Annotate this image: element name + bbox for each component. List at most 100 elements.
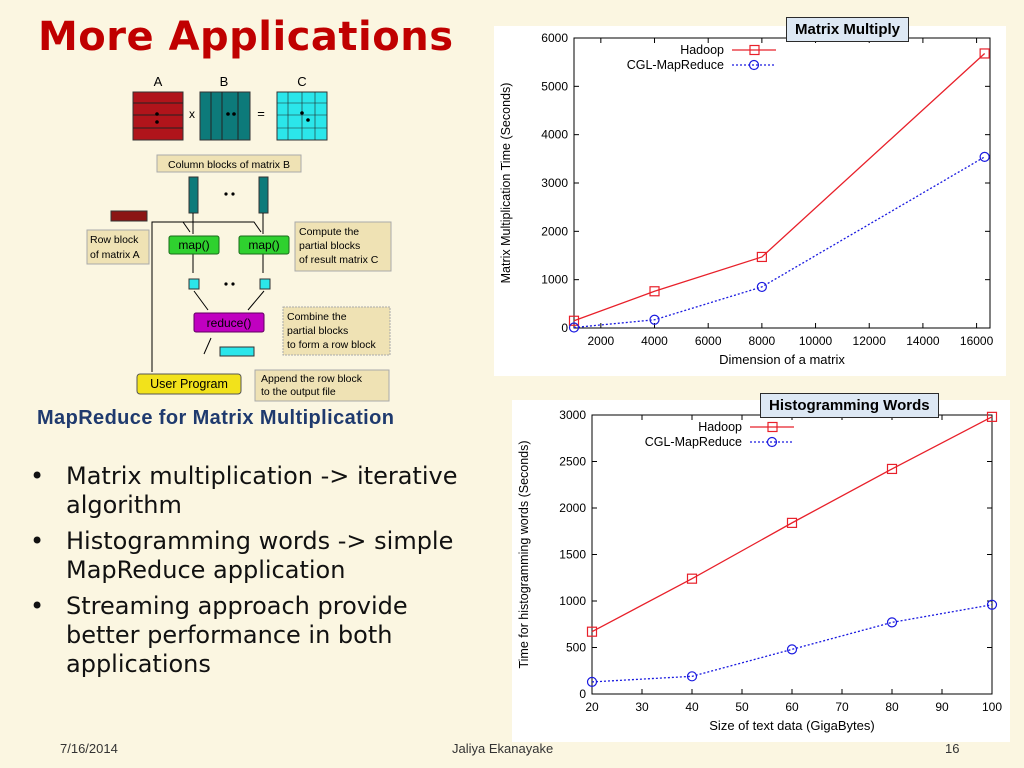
x-axis-label: Size of text data (GigaBytes)	[709, 718, 874, 733]
matrix-a	[132, 91, 184, 141]
x-tick-label: 20	[585, 700, 599, 714]
legend-marker	[767, 421, 778, 433]
series-line-cgl-mapreduce	[591, 604, 993, 683]
matrix-a-label: A	[154, 74, 163, 89]
x-tick-label: 30	[635, 700, 649, 714]
append-line-1: Append the row block	[261, 373, 363, 385]
bullet-item: • Matrix multiplication -> iterative algo…	[28, 462, 478, 520]
column-block-1	[188, 176, 199, 214]
y-tick-label: 2000	[541, 224, 568, 238]
y-tick-label: 6000	[541, 31, 568, 45]
bullet-item: • Streaming approach provide better perfo…	[28, 592, 478, 679]
matrix-b-label: B	[220, 74, 229, 89]
cgl-mapreduce-point	[986, 599, 998, 610]
row-block	[110, 210, 148, 222]
matrix-c-label: C	[297, 74, 306, 89]
matrix-b	[199, 91, 251, 141]
cgl-mapreduce-point	[979, 151, 990, 162]
combine-note	[282, 306, 391, 356]
map-box-1	[168, 235, 220, 255]
diagram-connectors	[151, 213, 265, 372]
column-block-2	[258, 176, 269, 214]
histogramming-badge: Histogramming Words	[760, 393, 939, 418]
plot-frame	[591, 414, 993, 695]
y-tick-label: 1000	[541, 273, 568, 287]
legend-label: CGL-MapReduce	[645, 435, 742, 449]
map-box-2	[238, 235, 290, 255]
bullet-item: • Histogramming words -> simple MapReduce…	[28, 527, 478, 585]
compute-note	[294, 221, 392, 272]
hadoop-point	[686, 573, 698, 584]
y-tick-label: 2500	[559, 455, 586, 469]
reduce-label: reduce()	[207, 316, 252, 330]
x-tick-label: 6000	[695, 334, 722, 348]
compute-line-1: Compute the	[299, 226, 359, 238]
cgl-mapreduce-point	[686, 671, 698, 682]
cgl-mapreduce-point	[649, 314, 660, 325]
hadoop-point	[786, 517, 798, 528]
legend-label: CGL-MapReduce	[627, 58, 724, 72]
series-line-cgl-mapreduce	[573, 156, 985, 329]
hadoop-point	[568, 315, 580, 326]
bullet-dot-icon: •	[30, 527, 45, 555]
bullet-text: Streaming approach provide better perfor…	[66, 592, 408, 678]
bullet-dot-icon: •	[30, 462, 45, 490]
hadoop-point	[986, 411, 998, 422]
cgl-mapreduce-point	[586, 676, 598, 688]
cgl-mapreduce-point	[756, 281, 767, 293]
combine-line-1: Combine the	[287, 311, 347, 323]
x-tick-label: 12000	[853, 334, 887, 348]
y-tick-label: 1000	[559, 594, 586, 608]
x-tick-label: 100	[982, 700, 1002, 714]
x-tick-label: 40	[685, 700, 699, 714]
legend-marker	[766, 436, 778, 448]
append-note	[254, 369, 390, 402]
matrix-multiply-plot: 0 1000 2000 3000 4000 5000 6000 2000 4000 6000 800…	[499, 31, 994, 367]
row-block-label-1: Row block	[90, 234, 139, 246]
user-program-label: User Program	[150, 377, 228, 391]
x-tick-label: 70	[835, 700, 849, 714]
legend-label: Hadoop	[680, 43, 724, 57]
cgl-mapreduce-point	[786, 644, 798, 655]
bullet-text: Matrix multiplication -> iterative algor…	[66, 462, 458, 519]
x-tick-label: 80	[885, 700, 899, 714]
y-tick-label: 5000	[541, 79, 568, 93]
y-tick-label: 2000	[559, 501, 586, 515]
x-tick-label: 50	[735, 700, 749, 714]
y-tick-label: 3000	[541, 176, 568, 190]
hadoop-point	[649, 286, 660, 297]
y-tick-label: 500	[566, 641, 586, 655]
legend-marker	[749, 44, 760, 56]
partial-block-2	[259, 278, 271, 290]
equals-sign: =	[257, 106, 265, 121]
combine-line-2: partial blocks	[287, 325, 348, 337]
y-tick-label: 0	[561, 321, 568, 335]
matrix-c	[276, 91, 328, 141]
compute-line-2: partial blocks	[299, 240, 360, 252]
hadoop-point	[586, 626, 598, 637]
x-tick-label: 60	[785, 700, 799, 714]
y-tick-label: 0	[579, 687, 586, 701]
x-tick-label: 90	[935, 700, 949, 714]
matrix-multiply-chart: 0 1000 2000 3000 4000 5000 6000 2000 4000 6000 800…	[494, 26, 1006, 376]
hadoop-point	[979, 48, 990, 59]
partial-block-1	[188, 278, 200, 290]
result-row-block	[219, 346, 255, 357]
x-tick-label: 4000	[641, 334, 668, 348]
mapreduce-matrix-diagram: A B C x = Column blocks of matrix B Row …	[86, 74, 392, 402]
map-label-2: map()	[248, 238, 279, 252]
legend-marker	[748, 59, 760, 71]
y-tick-label: 1500	[559, 548, 586, 562]
histogramming-plot: 0 500 1000 1500 2000 2500 3000 20 30 40 50 60 70 80 90…	[517, 408, 1002, 733]
bullet-dot-icon: •	[30, 592, 45, 620]
y-axis-label: Matrix Multiplication Time (Seconds)	[499, 83, 513, 284]
cgl-mapreduce-point	[568, 322, 580, 333]
x-tick-label: 16000	[960, 334, 994, 348]
cgl-mapreduce-point	[886, 617, 898, 628]
x-tick-label: 14000	[906, 334, 940, 348]
times-sign: x	[189, 107, 195, 121]
user-program-box	[136, 373, 242, 395]
histogramming-chart: 0 500 1000 1500 2000 2500 3000 20 30 40 50 60 70 80 90…	[512, 400, 1010, 742]
footer-page-number: 16	[945, 741, 960, 756]
compute-line-3: of result matrix C	[299, 254, 379, 266]
